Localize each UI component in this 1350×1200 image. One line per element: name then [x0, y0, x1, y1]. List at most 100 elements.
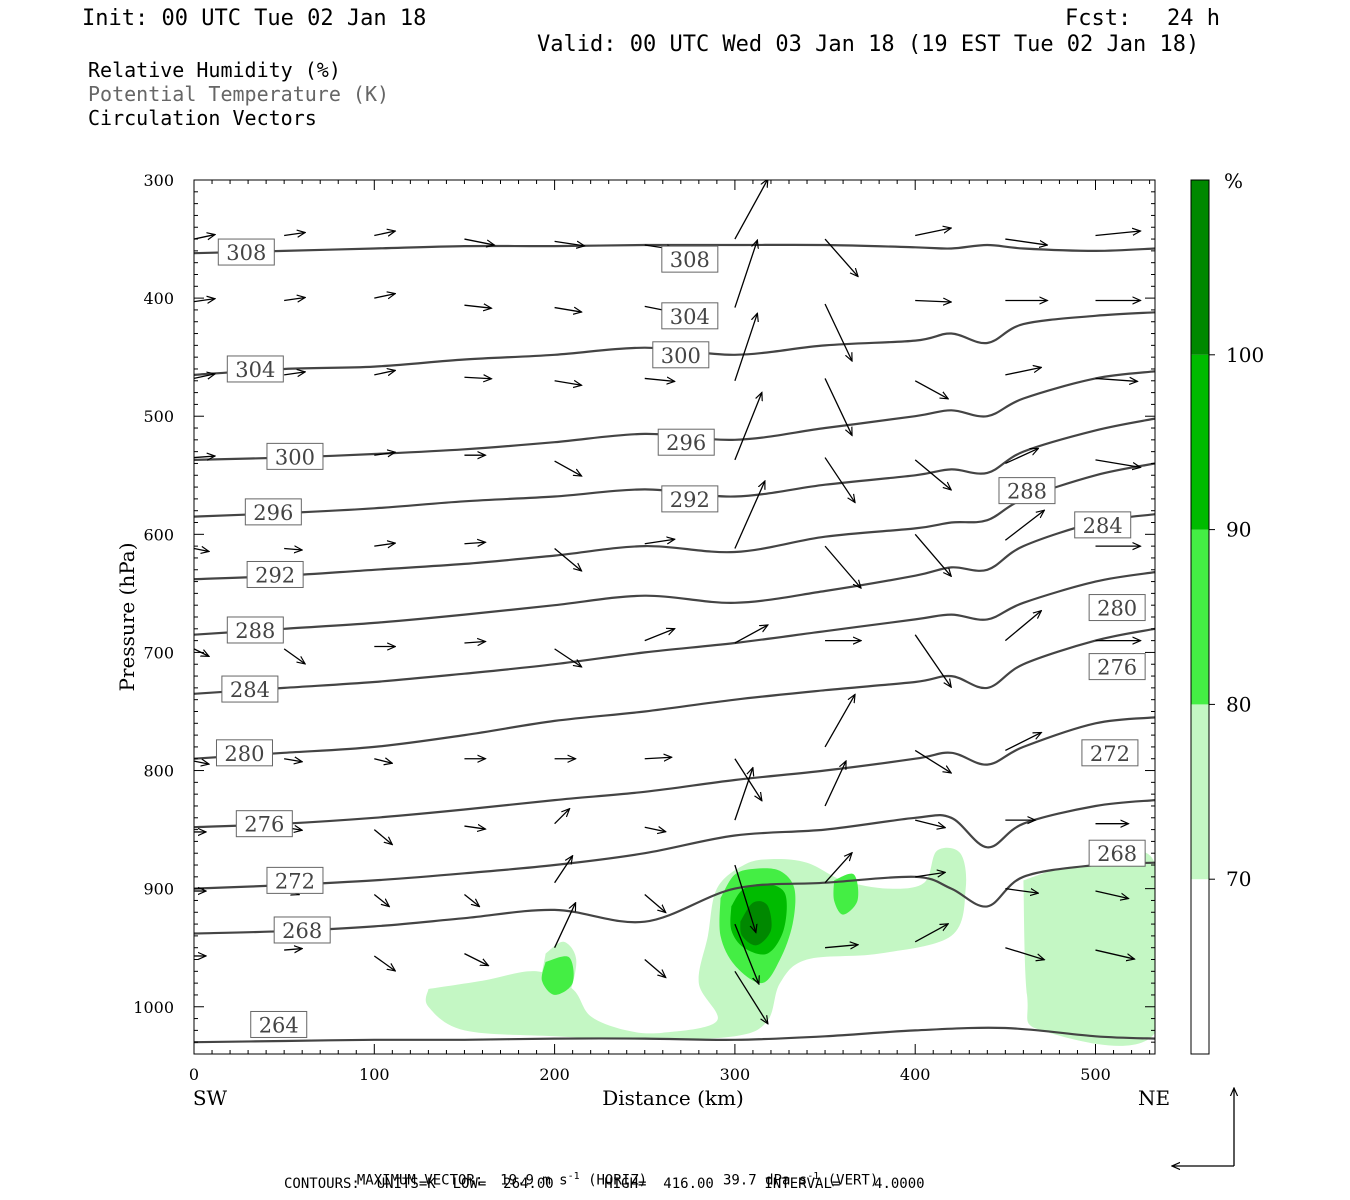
vector-33 — [194, 456, 215, 458]
theta-label-box-296-1 — [657, 428, 715, 456]
colorbar-seg-3 — [1191, 354, 1209, 530]
colorbar-seg-0 — [1191, 879, 1209, 1054]
colorbar-frame — [1190, 179, 1210, 1055]
theta-contour-268 — [194, 861, 1155, 935]
theta-contour-300 — [194, 370, 1155, 461]
vector-91 — [644, 894, 666, 913]
vector-50 — [914, 533, 951, 576]
vector-34 — [374, 452, 395, 455]
theta-label-276-0: 276 — [244, 813, 284, 837]
theta-label-box-284-0 — [221, 675, 279, 703]
init-time: Init: 00 UTC Tue 02 Jan 18 — [82, 6, 427, 31]
theta-label-280-1: 280 — [1097, 597, 1137, 621]
vector-19 — [915, 300, 951, 302]
vector-32 — [1095, 378, 1138, 381]
vector-101 — [554, 903, 576, 948]
theta-label-268-0: 268 — [282, 919, 322, 943]
vector-42 — [194, 548, 209, 551]
rh-region-100+-7 — [740, 901, 772, 946]
vector-98 — [284, 949, 302, 951]
vector-23 — [284, 372, 305, 375]
theta-label-304-0: 304 — [235, 358, 275, 382]
colorbar-level-80: 80 — [1226, 692, 1251, 716]
vector-83 — [915, 819, 945, 828]
theta-label-box-272-0 — [266, 866, 324, 894]
x-tick-label-100: 100 — [359, 1065, 390, 1084]
theta-label-box-288-0 — [226, 616, 284, 644]
vector-40 — [1005, 448, 1038, 465]
theta-label-308-0: 308 — [226, 241, 266, 265]
forecast-label: Fcst: — [1065, 6, 1132, 31]
theta-label-box-268-0 — [273, 916, 331, 944]
y-tick-label-800: 800 — [143, 762, 174, 781]
theta-contour-296 — [194, 417, 1155, 518]
vector-1 — [284, 233, 305, 236]
theta-contour-272 — [194, 799, 1155, 890]
vector-45 — [464, 542, 485, 544]
theta-label-300-0: 300 — [275, 445, 315, 469]
theta-label-296-1: 296 — [666, 431, 706, 455]
vector-103 — [734, 923, 759, 984]
vector-26 — [554, 381, 582, 386]
vector-62 — [1004, 611, 1041, 642]
y-tick-label-900: 900 — [143, 880, 174, 899]
vector-51 — [1004, 510, 1044, 541]
colorbar-unit: % — [1224, 169, 1243, 193]
valid-time: Valid: 00 UTC Wed 03 Jan 18 (19 EST Tue … — [537, 32, 1200, 57]
legend-vectors: Circulation Vectors — [88, 106, 317, 130]
theta-contour-276 — [194, 716, 1155, 829]
vector-54 — [283, 648, 305, 664]
vector-37 — [734, 392, 762, 461]
theta-label-288-1: 288 — [1007, 480, 1047, 504]
vector-96 — [1095, 890, 1129, 899]
theta-label-296-0: 296 — [253, 501, 293, 525]
theta-label-268-1: 268 — [1097, 842, 1137, 866]
vector-25 — [464, 377, 491, 379]
vector-30 — [914, 380, 948, 399]
vector-107 — [1095, 949, 1135, 959]
theta-label-284-0: 284 — [230, 678, 270, 702]
vector-8 — [915, 228, 951, 237]
vector-4 — [554, 241, 585, 246]
vector-11 — [194, 299, 215, 302]
colorbar-level-100: 100 — [1226, 343, 1264, 367]
theta-contours — [194, 243, 1155, 1044]
vector-80 — [644, 827, 666, 832]
vector-58 — [644, 629, 675, 642]
theta-contour-292 — [194, 462, 1155, 581]
vector-49 — [824, 545, 861, 588]
x-axis-label: Distance (km) — [602, 1086, 744, 1110]
theta-label-280-0: 280 — [224, 742, 264, 766]
theta-labels: 264 268 268 272 272 276 276 280 280 284 284 288 288 2… — [215, 238, 1146, 1038]
x-tick-label-400: 400 — [900, 1065, 931, 1084]
theta-label-box-288-1 — [998, 477, 1056, 505]
x-right-label: NE — [1138, 1086, 1170, 1110]
vector-99 — [373, 955, 395, 971]
theta-label-box-300-1 — [652, 341, 710, 369]
vector-7 — [824, 238, 858, 277]
theta-label-box-264-0 — [250, 1010, 308, 1038]
vector-57 — [554, 648, 582, 667]
vector-102 — [644, 959, 666, 978]
x-tick-label-200: 200 — [539, 1065, 570, 1084]
theta-label-box-268-1 — [1088, 839, 1146, 867]
theta-label-276-1: 276 — [1097, 656, 1137, 680]
vector-38 — [824, 457, 855, 503]
theta-label-box-308-0 — [217, 238, 275, 266]
vector-65 — [284, 759, 302, 762]
vector-81 — [734, 768, 753, 821]
theta-label-box-272-1 — [1081, 739, 1139, 767]
theta-contour-304 — [194, 311, 1155, 376]
theta-label-box-276-0 — [235, 810, 293, 838]
x-tick-label-0: 0 — [189, 1065, 199, 1084]
vector-36 — [554, 460, 582, 476]
vector-105 — [914, 924, 948, 943]
vector-90 — [554, 856, 573, 884]
rh-region-80-90-4 — [541, 956, 574, 995]
theta-label-272-0: 272 — [275, 869, 315, 893]
vector-78 — [464, 826, 485, 829]
theta-label-box-276-1 — [1088, 653, 1146, 681]
horiz-value: 19.9 m s — [500, 1172, 568, 1189]
colorbar-seg-2 — [1191, 529, 1209, 705]
vector-9 — [1005, 238, 1047, 245]
